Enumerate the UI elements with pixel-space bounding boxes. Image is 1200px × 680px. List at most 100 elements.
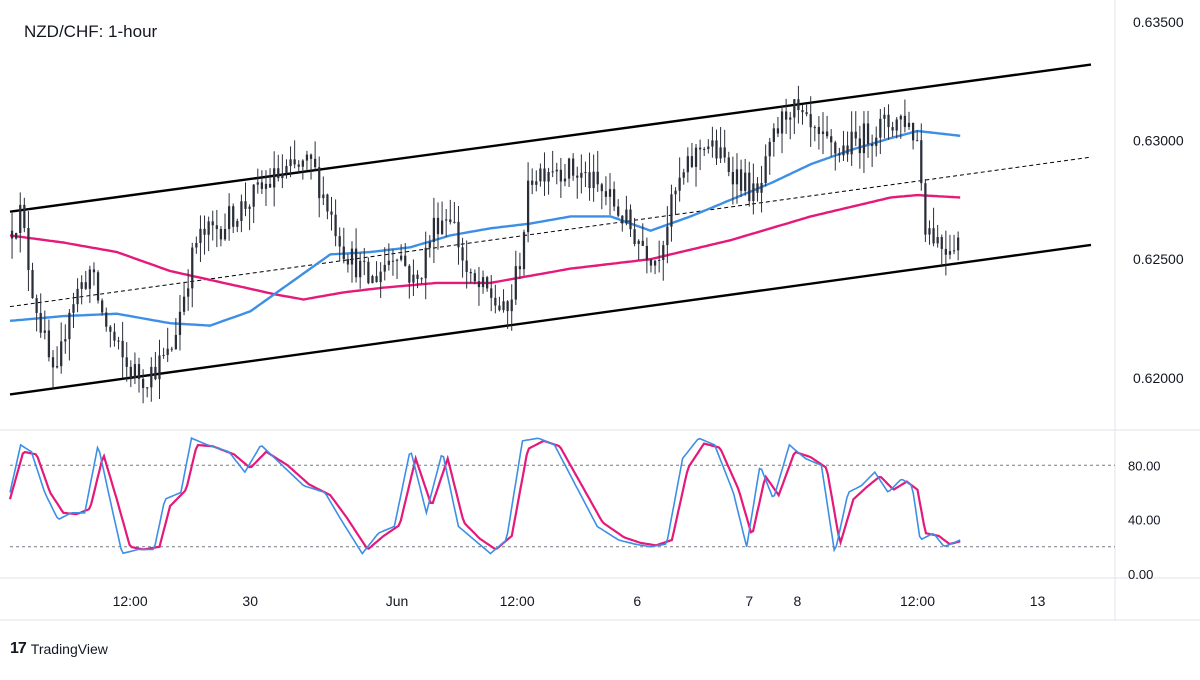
- candle[interactable]: [166, 327, 169, 363]
- candle[interactable]: [113, 323, 116, 347]
- candle[interactable]: [391, 249, 395, 276]
- candle[interactable]: [887, 104, 890, 140]
- candle[interactable]: [838, 147, 841, 163]
- candle[interactable]: [588, 152, 591, 201]
- candle[interactable]: [191, 242, 194, 308]
- candle[interactable]: [420, 277, 423, 284]
- candle[interactable]: [776, 117, 780, 138]
- candle[interactable]: [506, 300, 509, 329]
- candle[interactable]: [256, 168, 259, 194]
- candle[interactable]: [146, 386, 149, 398]
- candle[interactable]: [326, 193, 329, 220]
- candle[interactable]: [215, 209, 218, 248]
- candle[interactable]: [555, 162, 558, 185]
- candle[interactable]: [486, 275, 489, 292]
- candle[interactable]: [559, 157, 562, 198]
- candle[interactable]: [367, 257, 370, 285]
- candle[interactable]: [875, 126, 878, 157]
- candle[interactable]: [866, 110, 870, 158]
- candle[interactable]: [723, 129, 726, 163]
- candle[interactable]: [772, 123, 775, 157]
- candle[interactable]: [928, 220, 931, 245]
- candle[interactable]: [678, 157, 681, 202]
- candle[interactable]: [694, 144, 698, 187]
- candle[interactable]: [248, 204, 251, 231]
- candle[interactable]: [51, 350, 55, 389]
- candle[interactable]: [719, 127, 722, 164]
- candle[interactable]: [252, 184, 255, 224]
- candle[interactable]: [338, 227, 341, 262]
- candle[interactable]: [129, 360, 132, 388]
- candle[interactable]: [735, 153, 739, 204]
- candle[interactable]: [342, 227, 345, 264]
- candle[interactable]: [55, 346, 59, 369]
- candle[interactable]: [834, 140, 837, 171]
- candle[interactable]: [940, 234, 943, 268]
- candle[interactable]: [707, 139, 710, 154]
- candle[interactable]: [899, 114, 902, 139]
- candle[interactable]: [182, 281, 186, 316]
- candle[interactable]: [359, 252, 362, 289]
- candle[interactable]: [68, 309, 71, 361]
- candle[interactable]: [944, 230, 947, 276]
- candle[interactable]: [137, 357, 141, 393]
- candle[interactable]: [907, 111, 911, 130]
- candle[interactable]: [883, 107, 886, 139]
- ma-slow-line[interactable]: [9, 193, 961, 301]
- candle[interactable]: [187, 269, 190, 311]
- candle[interactable]: [785, 98, 788, 134]
- candle[interactable]: [125, 342, 128, 382]
- candle[interactable]: [891, 121, 894, 137]
- candle[interactable]: [297, 160, 300, 173]
- candle[interactable]: [105, 307, 108, 332]
- candle[interactable]: [43, 310, 46, 340]
- candle[interactable]: [203, 215, 206, 255]
- candle[interactable]: [924, 179, 927, 243]
- candle[interactable]: [526, 162, 530, 243]
- candle[interactable]: [400, 244, 403, 262]
- candle[interactable]: [260, 170, 264, 195]
- candle[interactable]: [170, 346, 173, 352]
- candle[interactable]: [268, 168, 272, 188]
- candle[interactable]: [715, 129, 718, 165]
- candle[interactable]: [285, 159, 288, 179]
- candle[interactable]: [174, 318, 178, 350]
- candle[interactable]: [764, 144, 767, 187]
- candle[interactable]: [850, 111, 853, 166]
- candle[interactable]: [821, 112, 825, 155]
- candle[interactable]: [465, 240, 468, 289]
- candle[interactable]: [612, 181, 616, 212]
- candle[interactable]: [350, 241, 354, 283]
- candle[interactable]: [789, 111, 792, 140]
- candle[interactable]: [449, 199, 452, 225]
- candle[interactable]: [879, 108, 882, 155]
- candle[interactable]: [273, 151, 276, 207]
- candle[interactable]: [682, 168, 685, 185]
- candle[interactable]: [932, 207, 935, 247]
- candle[interactable]: [375, 261, 378, 283]
- candle[interactable]: [383, 247, 386, 281]
- candle[interactable]: [117, 336, 120, 350]
- candle[interactable]: [674, 187, 677, 216]
- candle[interactable]: [494, 284, 497, 314]
- candle[interactable]: [756, 177, 759, 202]
- candle[interactable]: [563, 164, 567, 187]
- candle[interactable]: [572, 153, 575, 181]
- candle[interactable]: [686, 147, 689, 183]
- candle[interactable]: [846, 131, 849, 162]
- candle[interactable]: [363, 247, 366, 276]
- candle[interactable]: [211, 210, 214, 241]
- candle[interactable]: [473, 269, 476, 285]
- candle[interactable]: [121, 321, 124, 379]
- candle[interactable]: [92, 262, 96, 286]
- candle[interactable]: [498, 296, 501, 312]
- candle[interactable]: [649, 258, 653, 273]
- candle[interactable]: [957, 231, 960, 261]
- tradingview-brand[interactable]: 17 TradingView: [10, 640, 108, 658]
- candle[interactable]: [514, 250, 517, 305]
- candle[interactable]: [219, 226, 223, 247]
- candle[interactable]: [780, 105, 784, 154]
- candle[interactable]: [698, 139, 702, 171]
- candle[interactable]: [76, 278, 79, 313]
